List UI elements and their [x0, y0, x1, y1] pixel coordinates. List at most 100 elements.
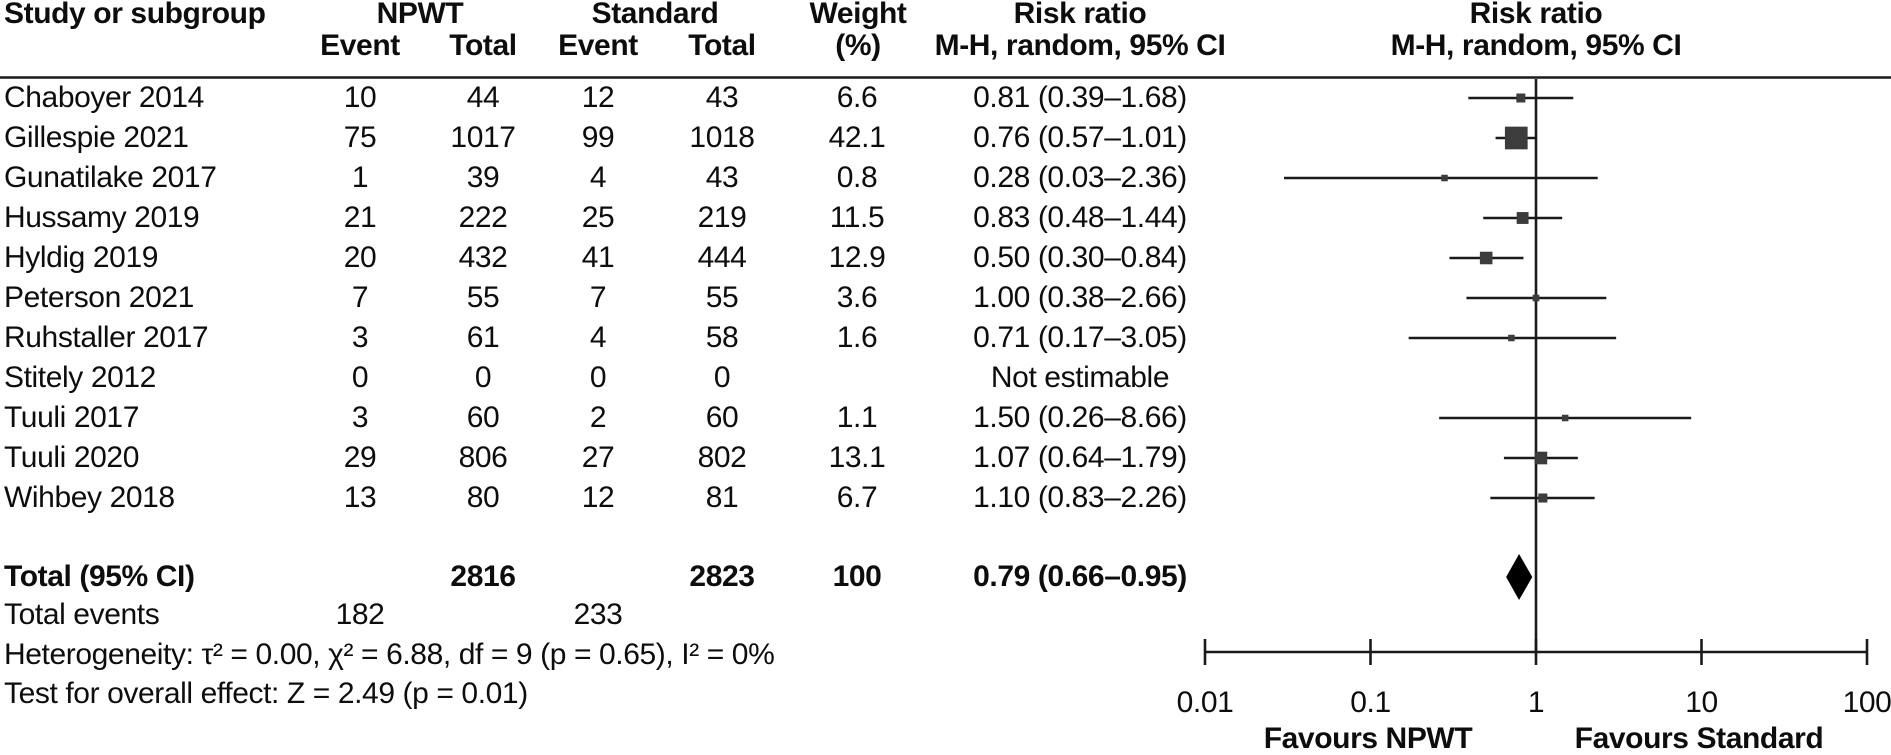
study-name: Ruhstaller 2017 — [4, 321, 209, 354]
npwt-total-cell: 55 — [466, 281, 500, 314]
npwt-total-cell: 80 — [466, 481, 500, 514]
weight-cell: 6.7 — [836, 481, 878, 514]
weight-cell: 42.1 — [828, 121, 886, 154]
header-npwt-event: Event — [320, 29, 400, 62]
total-events-label: Total events — [4, 598, 160, 631]
header-rr-text-line2: M-H, random, 95% CI — [934, 29, 1226, 62]
header-rr-plot-line1: Risk ratio — [1469, 0, 1603, 30]
npwt-total-cell: 806 — [458, 441, 508, 474]
std-total-cell: 444 — [697, 241, 747, 274]
header-rr-text-line1: Risk ratio — [1013, 0, 1147, 30]
std-total-cell: 1018 — [689, 121, 755, 154]
std-event-cell: 41 — [581, 241, 615, 274]
study-name: Chaboyer 2014 — [4, 81, 204, 114]
npwt-total-cell: 0 — [474, 361, 492, 394]
header-group-npwt: NPWT — [376, 0, 464, 30]
effect-square — [1516, 212, 1529, 224]
rr-ci-text-cell: 1.10 (0.83–2.26) — [973, 481, 1187, 514]
total-diamond — [1506, 554, 1533, 600]
weight-cell: 12.9 — [828, 241, 886, 274]
effect-square — [1538, 493, 1548, 503]
std-event-cell: 2 — [589, 401, 607, 434]
axis-tick-label: 0.1 — [1350, 686, 1391, 719]
header-std-event: Event — [558, 29, 638, 62]
effect-square — [1504, 126, 1528, 150]
std-event-cell: 4 — [589, 321, 607, 354]
weight-cell: 1.6 — [836, 321, 878, 354]
axis-tick-label: 10 — [1685, 686, 1718, 719]
std-event-cell: 12 — [581, 481, 615, 514]
axis-tick-label: 100 — [1842, 686, 1891, 719]
rr-ci-text-cell: Not estimable — [990, 361, 1170, 394]
rr-ci-text-cell: 0.71 (0.17–3.05) — [973, 321, 1187, 354]
weight-cell: 13.1 — [828, 441, 886, 474]
std-total-cell: 81 — [705, 481, 739, 514]
npwt-event-cell: 3 — [351, 401, 369, 434]
total-npwt-total: 2816 — [450, 560, 516, 593]
total-events-std: 233 — [573, 598, 623, 631]
std-event-cell: 0 — [589, 361, 607, 394]
npwt-event-cell: 7 — [351, 281, 369, 314]
study-name: Tuuli 2020 — [4, 441, 139, 474]
header-weight-line1: Weight — [809, 0, 907, 30]
effect-square — [1508, 334, 1515, 342]
std-total-cell: 58 — [705, 321, 739, 354]
header-std-total: Total — [688, 29, 756, 62]
weight-cell: 3.6 — [836, 281, 878, 314]
axis-tick-label: 1 — [1527, 686, 1545, 719]
npwt-total-cell: 39 — [466, 161, 500, 194]
std-event-cell: 4 — [589, 161, 607, 194]
study-name: Stitely 2012 — [4, 361, 156, 394]
effect-square — [1479, 251, 1493, 265]
npwt-total-cell: 222 — [458, 201, 508, 234]
study-name: Hussamy 2019 — [4, 201, 200, 234]
std-event-cell: 12 — [581, 81, 615, 114]
favours-right-label: Favours Standard — [1574, 722, 1824, 755]
weight-cell: 1.1 — [836, 401, 878, 434]
axis-tick-label: 0.01 — [1176, 686, 1234, 719]
effect-square — [1516, 93, 1526, 103]
std-total-cell: 60 — [705, 401, 739, 434]
header-weight-line2: (%) — [835, 29, 881, 62]
rr-ci-text-cell: 0.76 (0.57–1.01) — [973, 121, 1187, 154]
npwt-event-cell: 21 — [343, 201, 377, 234]
std-total-cell: 802 — [697, 441, 747, 474]
npwt-event-cell: 3 — [351, 321, 369, 354]
overall-effect-stats: Test for overall effect: Z = 2.49 (p = 0… — [4, 677, 528, 710]
total-std-total: 2823 — [689, 560, 755, 593]
total-rr-ci-text: 0.79 (0.66–0.95) — [973, 560, 1187, 593]
rr-ci-text-cell: 0.50 (0.30–0.84) — [973, 241, 1187, 274]
header-npwt-total: Total — [449, 29, 517, 62]
effect-square — [1441, 174, 1448, 182]
favours-left-label: Favours NPWT — [1263, 722, 1473, 755]
rr-ci-text-cell: 1.50 (0.26–8.66) — [973, 401, 1187, 434]
std-total-cell: 43 — [705, 81, 739, 114]
effect-square — [1534, 451, 1548, 465]
total-events-npwt: 182 — [335, 598, 385, 631]
heterogeneity-stats: Heterogeneity: τ² = 0.00, χ² = 6.88, df … — [4, 638, 775, 671]
rr-ci-text-cell: 0.28 (0.03–2.36) — [973, 161, 1187, 194]
std-total-cell: 219 — [697, 201, 747, 234]
npwt-total-cell: 432 — [458, 241, 508, 274]
npwt-event-cell: 13 — [343, 481, 377, 514]
header-rr-plot-line2: M-H, random, 95% CI — [1390, 29, 1682, 62]
header-group-standard: Standard — [591, 0, 719, 30]
npwt-total-cell: 61 — [466, 321, 500, 354]
total-weight: 100 — [832, 560, 882, 593]
rr-ci-text-cell: 0.81 (0.39–1.68) — [973, 81, 1187, 114]
rr-ci-text-cell: 1.07 (0.64–1.79) — [973, 441, 1187, 474]
npwt-event-cell: 75 — [343, 121, 377, 154]
npwt-event-cell: 0 — [351, 361, 369, 394]
std-total-cell: 0 — [713, 361, 731, 394]
study-name: Wihbey 2018 — [4, 481, 175, 514]
study-name: Hyldig 2019 — [4, 241, 159, 274]
effect-square — [1561, 414, 1569, 422]
npwt-event-cell: 29 — [343, 441, 377, 474]
npwt-total-cell: 44 — [466, 81, 500, 114]
weight-cell: 11.5 — [829, 201, 885, 234]
std-event-cell: 99 — [581, 121, 615, 154]
total-label: Total (95% CI) — [4, 560, 195, 593]
npwt-total-cell: 1017 — [450, 121, 516, 154]
